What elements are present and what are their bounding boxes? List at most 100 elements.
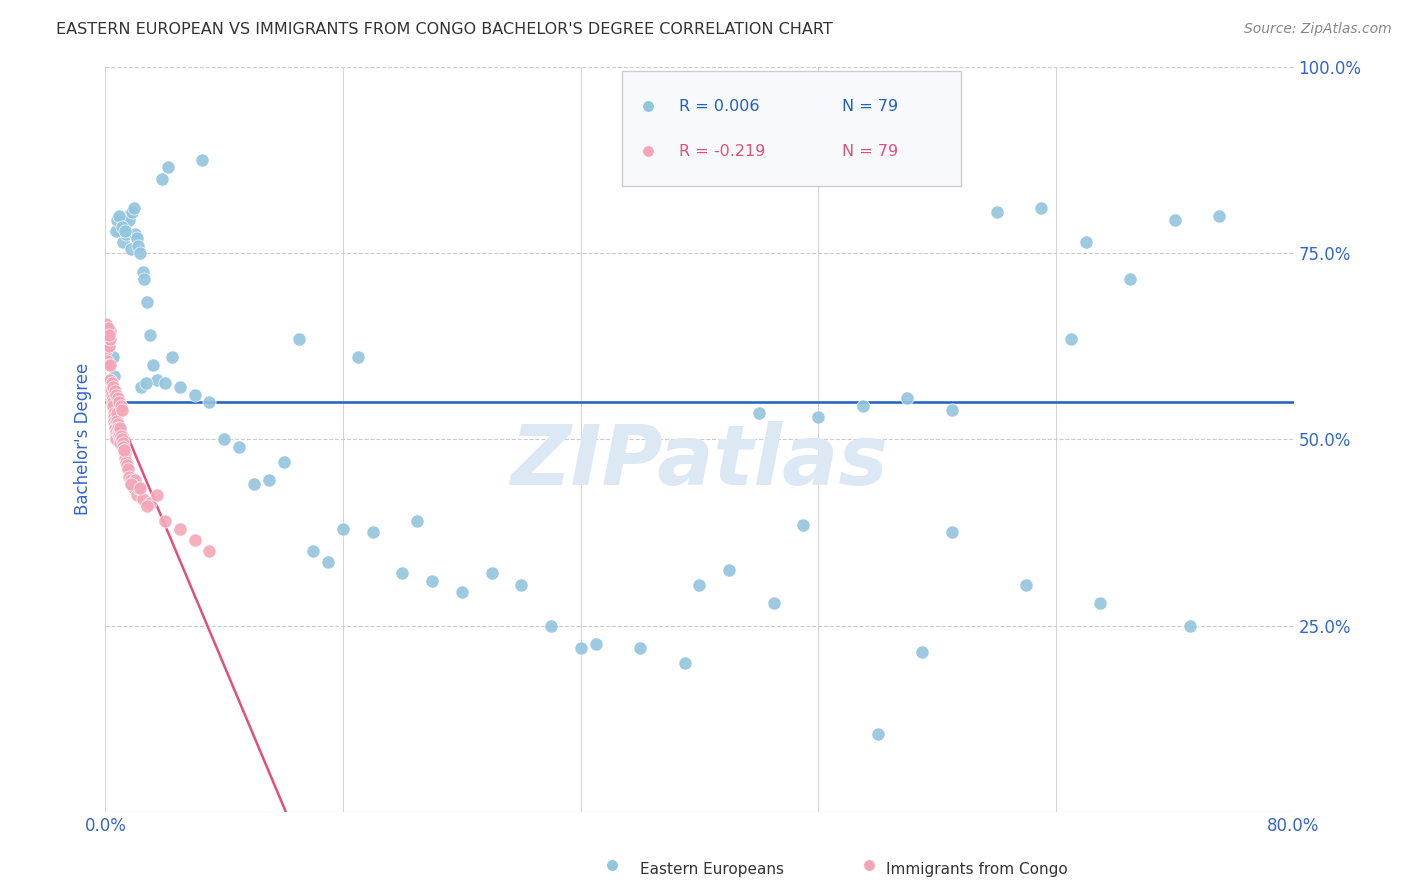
Point	[105, 387, 128, 401]
Point	[105, 212, 128, 227]
Point	[986, 205, 1008, 219]
Point	[127, 481, 149, 495]
Text: N = 79: N = 79	[842, 99, 898, 114]
Point	[128, 481, 150, 495]
Point	[111, 436, 134, 450]
Point	[585, 637, 607, 651]
Point	[110, 428, 132, 442]
Point	[108, 428, 131, 442]
Point	[115, 458, 138, 473]
Point	[101, 798, 124, 813]
Point	[110, 421, 132, 435]
Point	[121, 205, 143, 219]
Point	[1060, 332, 1083, 346]
Point	[114, 447, 136, 461]
Point	[129, 380, 152, 394]
Point	[1090, 596, 1112, 610]
Point	[941, 402, 963, 417]
Point	[807, 409, 830, 424]
Point	[97, 358, 120, 372]
Point	[569, 640, 592, 655]
Text: N = 79: N = 79	[842, 144, 898, 159]
Point	[125, 231, 148, 245]
Point	[243, 477, 266, 491]
Point	[153, 514, 176, 528]
Point	[228, 440, 250, 454]
Point	[107, 425, 129, 439]
Point	[96, 343, 118, 357]
Point	[108, 209, 131, 223]
Point	[361, 525, 384, 540]
Point	[718, 563, 741, 577]
Point	[104, 428, 127, 442]
Point	[101, 399, 124, 413]
Point	[183, 533, 205, 547]
Point	[169, 380, 191, 394]
Point	[96, 332, 118, 346]
Point	[183, 387, 205, 401]
Point	[142, 358, 165, 372]
Point	[391, 566, 413, 581]
Point	[105, 406, 128, 420]
Point	[128, 246, 150, 260]
Point	[104, 425, 127, 439]
Point	[111, 220, 134, 235]
Point	[153, 376, 176, 391]
Point	[96, 317, 118, 331]
Point	[122, 481, 145, 495]
Point	[673, 656, 696, 670]
Point	[1074, 235, 1097, 249]
Text: R = -0.219: R = -0.219	[679, 144, 766, 159]
Point	[96, 324, 118, 338]
Point	[108, 433, 131, 447]
Point	[198, 395, 221, 409]
Point	[540, 618, 562, 632]
Point	[100, 376, 122, 391]
Point	[100, 387, 122, 401]
Point	[101, 797, 124, 812]
Point	[139, 328, 162, 343]
Point	[689, 577, 711, 591]
Point	[121, 477, 143, 491]
Point	[117, 462, 139, 476]
Point	[214, 433, 236, 447]
Text: ZIPatlas: ZIPatlas	[510, 421, 889, 502]
Point	[114, 224, 136, 238]
Point	[858, 858, 880, 872]
Point	[115, 455, 138, 469]
Point	[101, 395, 124, 409]
Point	[108, 436, 131, 450]
Point	[117, 209, 139, 223]
Point	[131, 491, 153, 506]
Point	[481, 566, 503, 581]
Text: Immigrants from Congo: Immigrants from Congo	[886, 863, 1067, 877]
Point	[120, 477, 142, 491]
Point	[118, 469, 141, 483]
Point	[108, 428, 131, 442]
Point	[302, 544, 325, 558]
Point	[103, 406, 125, 420]
Point	[105, 414, 128, 428]
Point	[866, 726, 889, 740]
Point	[98, 332, 121, 346]
FancyBboxPatch shape	[623, 70, 960, 186]
Point	[103, 369, 125, 384]
Point	[748, 406, 770, 420]
Text: EASTERN EUROPEAN VS IMMIGRANTS FROM CONGO BACHELOR'S DEGREE CORRELATION CHART: EASTERN EUROPEAN VS IMMIGRANTS FROM CONG…	[56, 22, 832, 37]
Point	[110, 399, 132, 413]
Point	[107, 392, 129, 406]
Point	[1164, 212, 1187, 227]
Point	[132, 272, 155, 286]
Point	[162, 351, 184, 365]
Point	[131, 265, 153, 279]
Point	[120, 473, 142, 487]
Point	[100, 384, 122, 398]
Text: Eastern Europeans: Eastern Europeans	[640, 863, 783, 877]
Point	[332, 522, 354, 536]
Point	[104, 421, 127, 435]
Point	[97, 384, 120, 398]
Point	[191, 153, 214, 167]
Point	[97, 376, 120, 391]
Point	[101, 351, 124, 365]
Point	[97, 373, 120, 387]
